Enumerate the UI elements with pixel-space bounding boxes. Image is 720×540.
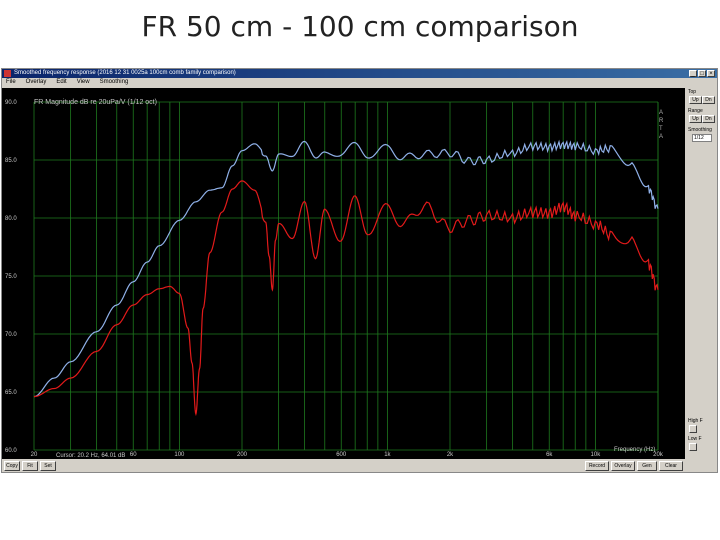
frequency-response-chart[interactable]: 60.0 65.0 70.0 75.0 80.0 85.0 90.0 20 60 100 200 6… bbox=[2, 88, 685, 459]
menu-file[interactable]: File bbox=[6, 79, 16, 85]
x-tick-label: 6k bbox=[546, 452, 553, 458]
aria-letter-4: A bbox=[659, 134, 663, 140]
x-tick-label: 2k bbox=[447, 452, 454, 458]
menu-overlay[interactable]: Overlay bbox=[25, 79, 47, 85]
smoothing-label: Smoothing bbox=[688, 127, 712, 133]
top-up-button[interactable]: Up bbox=[689, 96, 702, 104]
x-tick-label: 600 bbox=[336, 452, 347, 458]
fit-button[interactable]: Fit bbox=[22, 461, 38, 471]
series-line-blue bbox=[33, 139, 659, 398]
slide-title: FR 50 cm - 100 cm comparison bbox=[141, 10, 579, 43]
range-up-button[interactable]: Up bbox=[689, 115, 702, 123]
x-tick-labels: 20 60 100 200 600 1k 2k 6k 10k 20k bbox=[31, 452, 664, 458]
window-title: Smoothed frequency response (2016 12 31 … bbox=[14, 70, 236, 76]
highf-slider[interactable] bbox=[689, 425, 697, 433]
app-window: Smoothed frequency response (2016 12 31 … bbox=[1, 68, 718, 473]
y-tick-label: 85.0 bbox=[5, 158, 17, 164]
smoothing-select[interactable]: 1/12 bbox=[692, 134, 712, 142]
series-group bbox=[33, 139, 659, 417]
aria-letter-2: R bbox=[659, 118, 664, 124]
top-label: Top bbox=[688, 89, 697, 95]
plot-header: FR Magnitude dB re 20uPa/V (1/12 oct) bbox=[34, 99, 157, 106]
app-icon bbox=[4, 70, 11, 77]
record-button[interactable]: Record bbox=[585, 461, 609, 471]
y-tick-label: 65.0 bbox=[5, 390, 17, 396]
menu-edit[interactable]: Edit bbox=[56, 79, 67, 85]
window-titlebar[interactable]: Smoothed frequency response (2016 12 31 … bbox=[2, 69, 717, 78]
lowf-label: Low F bbox=[688, 436, 702, 442]
range-down-button[interactable]: Dn bbox=[702, 115, 715, 123]
x-tick-label: 20 bbox=[31, 452, 38, 458]
x-tick-label: 10k bbox=[591, 452, 602, 458]
x-tick-label: 1k bbox=[384, 452, 391, 458]
aria-letter-3: T bbox=[659, 126, 663, 132]
y-tick-label: 70.0 bbox=[5, 332, 17, 338]
x-tick-label: 100 bbox=[174, 452, 185, 458]
highf-label: High F bbox=[688, 418, 703, 424]
series-line-red bbox=[33, 180, 659, 417]
top-down-button[interactable]: Dn bbox=[702, 96, 715, 104]
menubar: File Overlay Edit View Smoothing bbox=[2, 78, 128, 87]
minimize-button[interactable]: _ bbox=[689, 70, 697, 77]
aria-letter-1: A bbox=[659, 110, 663, 116]
range-label: Range bbox=[688, 108, 703, 114]
x-tick-label: 200 bbox=[237, 452, 248, 458]
gen-button[interactable]: Gen bbox=[637, 461, 657, 471]
cursor-readout: Cursor: 20.2 Hz, 64.01 dB bbox=[56, 453, 125, 459]
x-tick-label: 60 bbox=[130, 452, 137, 458]
copy-button[interactable]: Copy bbox=[4, 461, 20, 471]
set-button[interactable]: Set bbox=[40, 461, 56, 471]
x-tick-label: 20k bbox=[653, 452, 664, 458]
clear-button[interactable]: Clear bbox=[659, 461, 683, 471]
y-tick-label: 80.0 bbox=[5, 216, 17, 222]
plot-area[interactable]: 60.0 65.0 70.0 75.0 80.0 85.0 90.0 20 60 100 200 6… bbox=[2, 88, 685, 459]
maximize-button[interactable]: □ bbox=[698, 70, 706, 77]
grid bbox=[33, 101, 659, 451]
overlay-button[interactable]: Overlay bbox=[611, 461, 635, 471]
menu-view[interactable]: View bbox=[76, 79, 90, 85]
y-tick-labels: 60.0 65.0 70.0 75.0 80.0 85.0 90.0 bbox=[5, 100, 17, 454]
menu-smoothing[interactable]: Smoothing bbox=[99, 79, 129, 85]
y-tick-label: 60.0 bbox=[5, 448, 17, 454]
y-tick-label: 90.0 bbox=[5, 100, 17, 106]
side-panel: Top Up Dn Range Up Dn Smoothing 1/12 Hig… bbox=[686, 88, 716, 459]
bottom-bar: Copy Fit Set Record Overlay Gen Clear bbox=[2, 459, 717, 473]
x-axis-label: Frequency (Hz) bbox=[614, 447, 655, 453]
lowf-slider[interactable] bbox=[689, 443, 697, 451]
close-button[interactable]: × bbox=[707, 70, 715, 77]
y-tick-label: 75.0 bbox=[5, 274, 17, 280]
